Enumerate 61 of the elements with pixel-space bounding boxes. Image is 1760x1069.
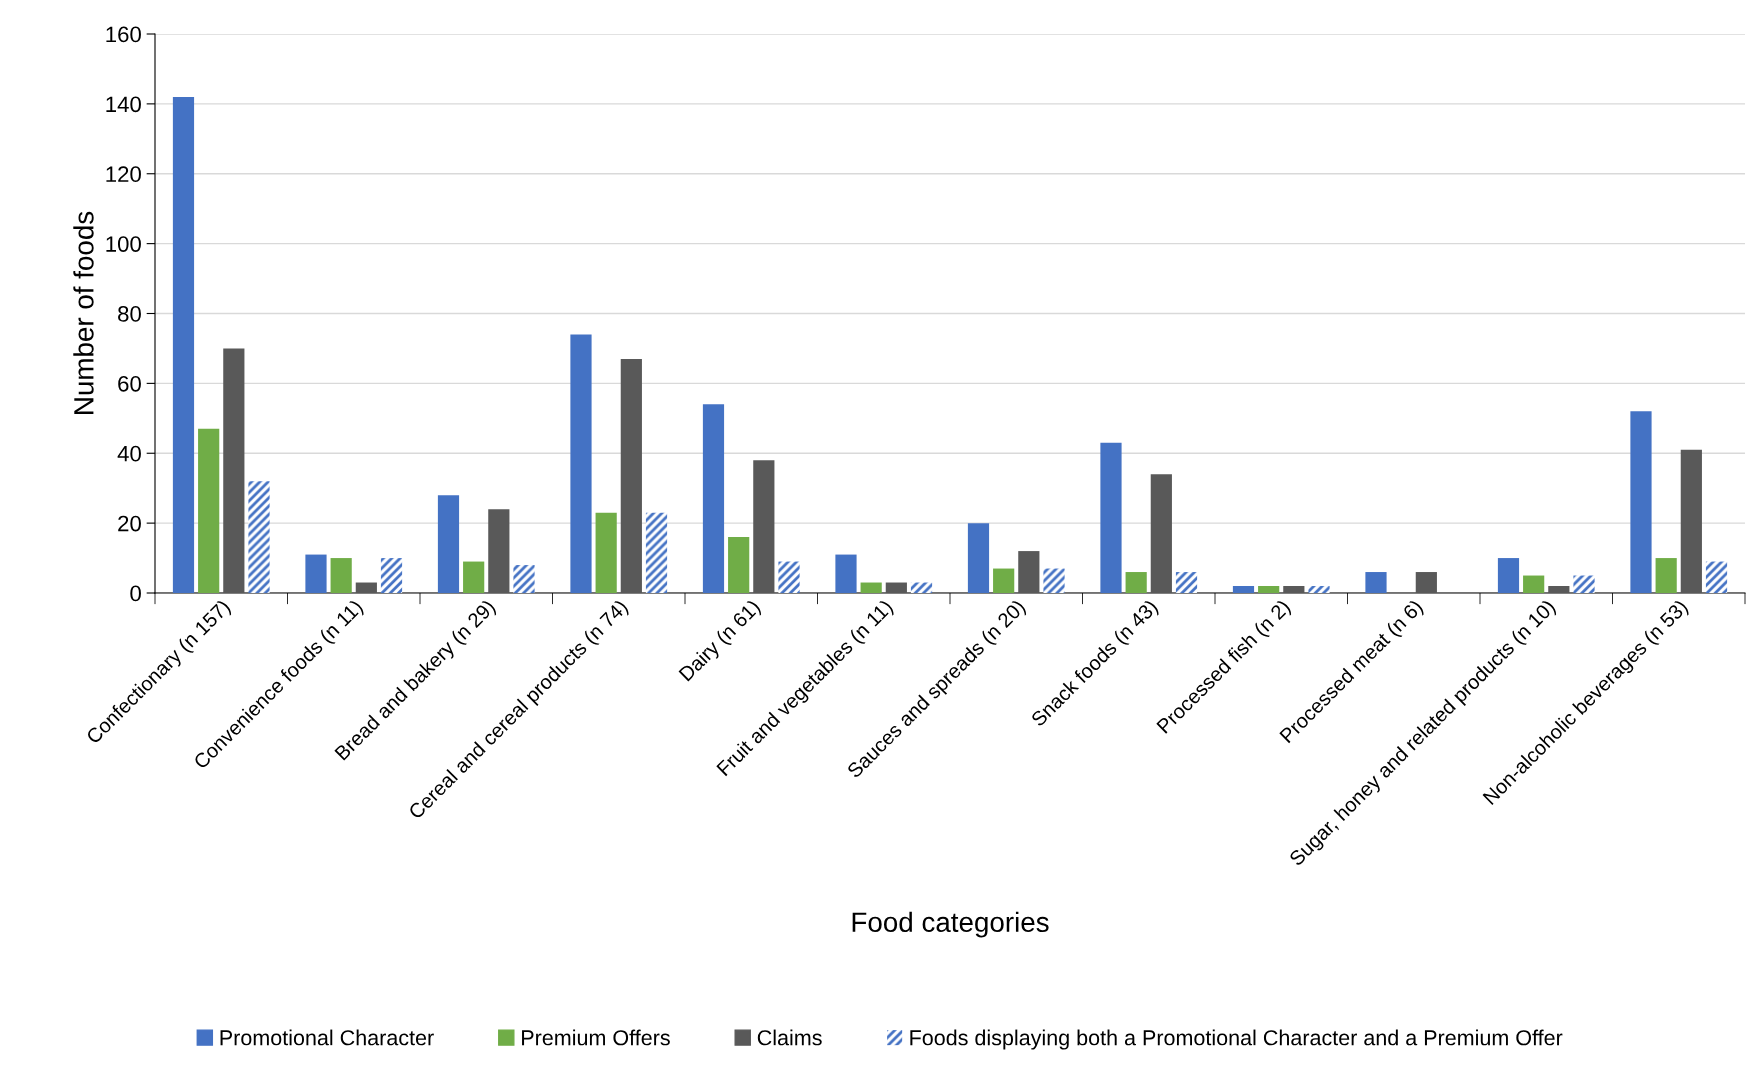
- y-axis-title: Number of foods: [73, 211, 94, 414]
- y-tick-label: 120: [106, 166, 141, 183]
- legend-label: Foods displaying both a Promotional Character and a Premium Offer: [910, 1029, 1563, 1050]
- bar: [198, 428, 220, 593]
- legend-label: Premium Offers: [522, 1029, 670, 1046]
- y-tick-label: 60: [118, 375, 141, 392]
- bar: [1175, 572, 1198, 593]
- bar: [1283, 586, 1305, 593]
- bar: [1100, 442, 1122, 593]
- bar: [437, 495, 460, 593]
- bar: [835, 554, 857, 593]
- bar: [305, 554, 327, 593]
- bar: [1548, 586, 1570, 593]
- bar: [595, 512, 617, 593]
- y-tick-label: 40: [117, 445, 141, 462]
- bar: [993, 568, 1015, 593]
- bar: [1232, 586, 1255, 593]
- bar: [513, 565, 535, 593]
- bar: [1415, 572, 1437, 593]
- y-tick-label: 160: [106, 26, 141, 43]
- bar: [488, 509, 510, 593]
- bar: [967, 523, 990, 593]
- bar: [1258, 586, 1280, 593]
- bar: [570, 334, 592, 593]
- bar: [1630, 411, 1652, 593]
- bar: [1018, 551, 1040, 593]
- bar: [1365, 572, 1387, 593]
- bar: [1655, 558, 1677, 593]
- bar: [380, 558, 403, 593]
- y-tick-label: 0: [130, 585, 141, 602]
- x-axis-title: Food categories: [852, 911, 1049, 938]
- y-tick-label: 20: [118, 515, 141, 532]
- legend-label: Promotional Character: [220, 1029, 434, 1046]
- y-tick-label: 140: [106, 96, 141, 113]
- legend-label: Claims: [757, 1029, 822, 1046]
- bar: [1497, 558, 1520, 593]
- bar: [702, 404, 725, 593]
- y-tick-label: 80: [118, 306, 141, 322]
- bar: [728, 537, 750, 593]
- y-tick-label: 100: [106, 236, 141, 252]
- bar: [753, 460, 775, 593]
- bar: [463, 561, 485, 593]
- bar: [778, 561, 800, 593]
- bar: [172, 96, 195, 593]
- bar: [860, 582, 882, 593]
- bar: [1705, 561, 1728, 593]
- bar: [1308, 586, 1330, 593]
- bar: [1043, 568, 1065, 593]
- bar: [248, 481, 270, 593]
- bar: [910, 582, 933, 593]
- bar: [1150, 474, 1172, 593]
- bar: [885, 582, 907, 593]
- bar: [645, 512, 668, 593]
- bar: [223, 348, 245, 593]
- bar: [1125, 572, 1147, 593]
- bar: [1680, 449, 1702, 593]
- bar: [1523, 575, 1545, 593]
- bar: [330, 558, 352, 593]
- bar: [620, 358, 642, 593]
- bar: [1573, 575, 1595, 593]
- bar: [355, 582, 377, 593]
